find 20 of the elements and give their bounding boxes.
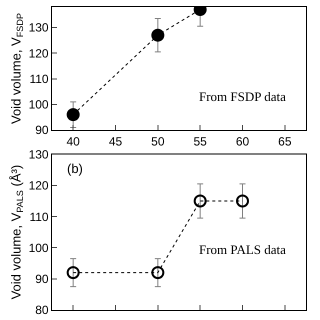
x-tick-label: 55 xyxy=(193,134,208,148)
y-tick-label: 100 xyxy=(28,98,49,112)
annotation: From PALS data xyxy=(199,242,286,257)
annotation: From FSDP data xyxy=(199,89,286,104)
x-tick-label: 50 xyxy=(151,134,165,148)
annotation: (b) xyxy=(67,161,83,176)
x-tick-label: 65 xyxy=(278,134,292,148)
x-tick-label: 45 xyxy=(108,134,122,148)
y-tick-label: 110 xyxy=(29,72,49,86)
y-tick-label: 120 xyxy=(28,178,49,193)
x-tick-label: 40 xyxy=(66,134,80,148)
y-tick-label: 130 xyxy=(28,20,49,35)
y-tick-label: 110 xyxy=(29,210,49,224)
x-tick-label: 60 xyxy=(236,134,250,148)
y-tick-label: 90 xyxy=(35,272,49,286)
y-tick-label: 90 xyxy=(35,123,49,138)
y-tick-label: 130 xyxy=(28,147,49,162)
y-tick-label: 80 xyxy=(35,303,49,318)
y-tick-label: 100 xyxy=(28,240,49,255)
y-tick-label: 120 xyxy=(28,46,49,60)
